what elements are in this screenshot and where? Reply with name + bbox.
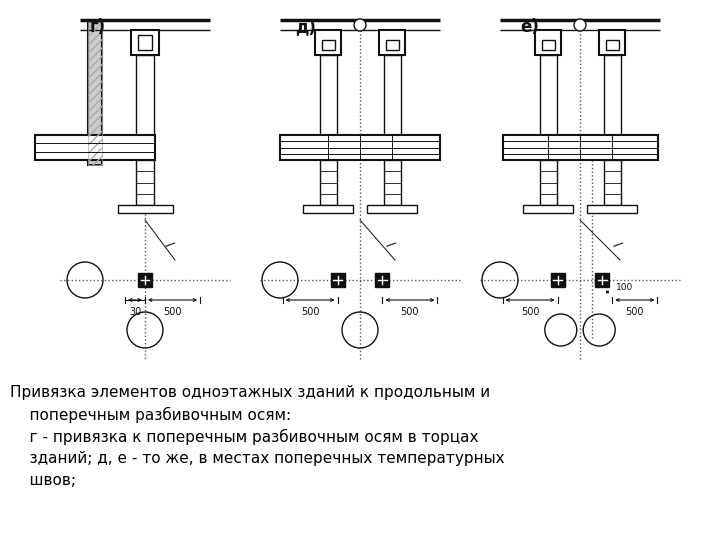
Bar — [384, 160, 400, 205]
Bar — [136, 160, 154, 205]
Bar — [535, 30, 561, 55]
Text: д): д) — [295, 18, 316, 36]
Bar — [117, 205, 173, 213]
Text: 500: 500 — [163, 307, 181, 317]
Bar — [606, 40, 618, 50]
Bar — [603, 55, 621, 135]
Bar — [315, 30, 341, 55]
Bar — [503, 135, 657, 160]
Bar — [367, 205, 417, 213]
Bar — [523, 205, 573, 213]
Bar — [603, 160, 621, 205]
Bar — [35, 135, 155, 160]
Bar — [539, 160, 557, 205]
Bar — [280, 135, 440, 160]
Bar — [131, 30, 159, 55]
Text: швов;: швов; — [10, 473, 76, 488]
Text: Привязка элементов одноэтажных зданий к продольным и: Привязка элементов одноэтажных зданий к … — [10, 385, 490, 400]
Bar — [136, 55, 154, 135]
Bar — [379, 30, 405, 55]
Bar — [385, 40, 398, 50]
Text: 30: 30 — [129, 307, 141, 317]
Bar — [384, 55, 400, 135]
Bar — [322, 40, 335, 50]
Bar — [539, 55, 557, 135]
Circle shape — [354, 19, 366, 31]
Text: 500: 500 — [521, 307, 539, 317]
Text: г - привязка к поперечным разбивочным осям в торцах: г - привязка к поперечным разбивочным ос… — [10, 429, 479, 445]
Bar — [330, 273, 345, 287]
Text: 500: 500 — [301, 307, 320, 317]
Bar — [88, 22, 102, 165]
Bar — [551, 273, 564, 287]
Bar — [375, 273, 390, 287]
Bar — [88, 22, 102, 165]
Bar — [541, 40, 554, 50]
Circle shape — [574, 19, 586, 31]
Bar — [595, 273, 609, 287]
Text: поперечным разбивочным осям:: поперечным разбивочным осям: — [10, 407, 291, 423]
Text: е): е) — [520, 18, 539, 36]
Bar — [138, 273, 152, 287]
Bar — [320, 55, 336, 135]
Text: l: l — [608, 240, 621, 250]
Text: зданий; д, е - то же, в местах поперечных температурных: зданий; д, е - то же, в местах поперечны… — [10, 451, 505, 466]
Text: 500: 500 — [400, 307, 419, 317]
Text: l: l — [161, 240, 174, 250]
Bar — [320, 160, 336, 205]
Text: г): г) — [90, 18, 106, 36]
Bar — [138, 35, 152, 50]
Bar — [599, 30, 625, 55]
Text: 500: 500 — [626, 307, 644, 317]
Text: l: l — [382, 240, 395, 250]
Bar — [303, 205, 353, 213]
Text: 100: 100 — [616, 282, 633, 292]
Bar — [587, 205, 637, 213]
